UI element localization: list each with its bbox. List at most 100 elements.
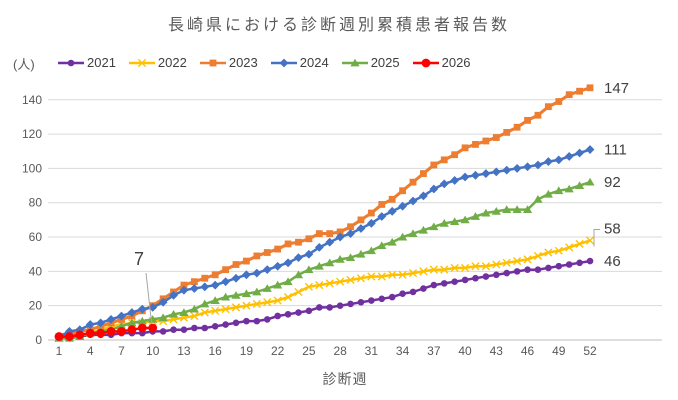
data-point-marker (137, 316, 147, 325)
data-point-marker (419, 267, 428, 276)
data-point-marker (460, 215, 470, 224)
data-point-marker (347, 300, 354, 308)
series-line-2021 (59, 259, 591, 340)
data-point-marker (65, 332, 74, 341)
y-tick-label: 120 (22, 127, 42, 141)
data-point-marker (565, 91, 573, 99)
legend-item-2023: 2023 (199, 55, 258, 70)
data-point-marker (377, 241, 387, 250)
legend-item-2024: 2024 (270, 55, 329, 70)
end-label-2024: 111 (604, 142, 627, 159)
x-tick-label: 31 (365, 344, 379, 358)
data-point-marker (294, 287, 303, 297)
data-point-marker (96, 328, 106, 338)
data-point-marker (85, 328, 95, 338)
data-point-marker (564, 184, 574, 193)
data-point-marker (263, 298, 272, 307)
data-point-marker (220, 292, 231, 301)
data-point-marker (460, 172, 470, 182)
circle-marker-icon (58, 59, 84, 66)
data-point-marker (555, 262, 563, 270)
data-point-marker (253, 317, 261, 325)
data-point-marker (502, 165, 512, 175)
data-point-marker (231, 303, 241, 312)
data-point-marker (284, 310, 292, 318)
data-point-marker (231, 273, 241, 283)
data-point-marker (137, 304, 147, 314)
data-point-marker (472, 274, 479, 282)
data-point-marker (555, 98, 563, 105)
data-point-marker (564, 152, 574, 161)
data-point-marker (279, 58, 289, 67)
data-point-marker (252, 287, 262, 296)
x-tick-label: 25 (302, 344, 316, 358)
data-point-marker (534, 111, 542, 119)
data-point-marker (544, 248, 553, 257)
data-point-marker (170, 326, 177, 334)
data-point-marker (576, 259, 583, 267)
x-marker-icon (128, 58, 155, 67)
big-circle-marker-icon (412, 58, 439, 67)
legend-label-2023: 2023 (228, 55, 258, 70)
data-point-marker (377, 272, 386, 281)
data-point-marker (211, 306, 220, 315)
data-point-marker (575, 181, 585, 189)
data-point-marker (106, 315, 116, 324)
x-tick-label: 16 (209, 344, 223, 358)
data-point-marker (554, 246, 563, 255)
data-point-marker (232, 319, 240, 327)
data-point-marker (357, 298, 365, 306)
data-point-marker (565, 243, 574, 252)
data-point-marker (273, 261, 283, 271)
series-markers-2026 (54, 323, 158, 341)
data-point-marker (335, 255, 345, 263)
data-point-marker (54, 332, 64, 341)
data-point-marker (367, 209, 375, 217)
y-axis-unit-label: (人) (13, 57, 35, 72)
data-point-marker (419, 191, 428, 201)
data-point-marker (336, 277, 345, 286)
data-point-marker (221, 305, 230, 314)
data-point-marker (378, 201, 386, 208)
data-point-marker (565, 261, 573, 268)
data-point-marker (408, 229, 418, 238)
data-point-marker (179, 285, 189, 295)
data-point-marker (575, 239, 584, 249)
legend-item-2022: 2022 (128, 55, 187, 70)
data-point-marker (409, 288, 417, 296)
data-point-marker (242, 270, 251, 280)
y-tick-label: 60 (29, 230, 43, 244)
end-label-2025: 92 (604, 174, 621, 191)
data-point-marker (471, 170, 480, 180)
data-point-marker (209, 59, 217, 66)
data-point-marker (513, 256, 522, 266)
data-point-marker (533, 195, 543, 203)
data-point-marker (201, 274, 209, 282)
data-point-marker (180, 326, 188, 334)
data-point-marker (315, 281, 324, 290)
data-point-marker (524, 116, 531, 124)
data-point-marker (429, 222, 439, 231)
legend-item-2026: 2026 (412, 55, 471, 70)
data-point-marker (451, 278, 458, 285)
series-line-2026 (59, 326, 153, 338)
data-point-marker (409, 178, 417, 186)
data-point-marker (470, 212, 481, 220)
data-point-marker (585, 145, 595, 154)
data-point-marker (253, 252, 261, 260)
data-point-marker (211, 271, 219, 279)
data-point-marker (388, 270, 397, 279)
data-point-marker (461, 276, 469, 284)
data-point-marker (158, 297, 168, 307)
data-point-marker (347, 223, 354, 231)
data-point-marker (472, 141, 479, 148)
data-point-marker (190, 311, 199, 321)
data-point-marker (575, 148, 584, 158)
data-point-marker (512, 164, 522, 173)
data-point-marker (148, 323, 158, 333)
data-point-marker (85, 320, 95, 329)
data-point-marker (534, 266, 542, 273)
x-tick-label: 10 (146, 344, 160, 358)
data-point-marker (440, 280, 448, 287)
